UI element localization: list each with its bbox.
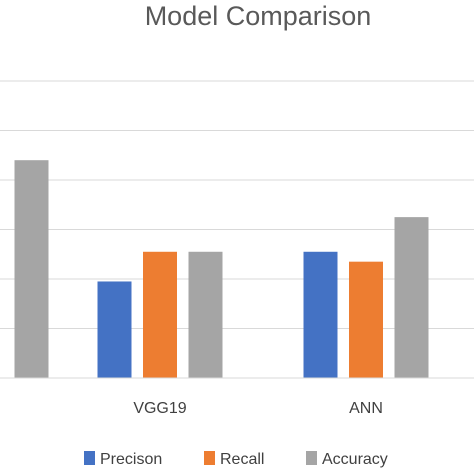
- bar-accuracy-vgg19: [188, 251, 223, 378]
- legend-swatch-accuracy: [306, 451, 317, 465]
- bar-recall-vgg19: [143, 251, 177, 378]
- category-labels: VGG19 ANN: [133, 400, 383, 417]
- bar-accuracy-cat0: [14, 160, 49, 378]
- legend-label-recall: Recall: [220, 451, 264, 468]
- legend: Precison Recall Accuracy: [84, 451, 388, 468]
- bar-recall-ann: [349, 261, 383, 378]
- category-label: VGG19: [133, 400, 186, 417]
- chart-title: Model Comparison: [145, 1, 372, 31]
- bar-precison-vgg19: [97, 281, 132, 378]
- category-label: ANN: [349, 400, 383, 417]
- legend-label-accuracy: Accuracy: [322, 451, 388, 468]
- bar-accuracy-ann: [394, 217, 429, 378]
- legend-label-precison: Precison: [100, 451, 162, 468]
- legend-swatch-precison: [84, 451, 95, 465]
- legend-swatch-recall: [204, 451, 215, 465]
- bars: [14, 160, 429, 378]
- bar-precison-ann: [303, 251, 338, 378]
